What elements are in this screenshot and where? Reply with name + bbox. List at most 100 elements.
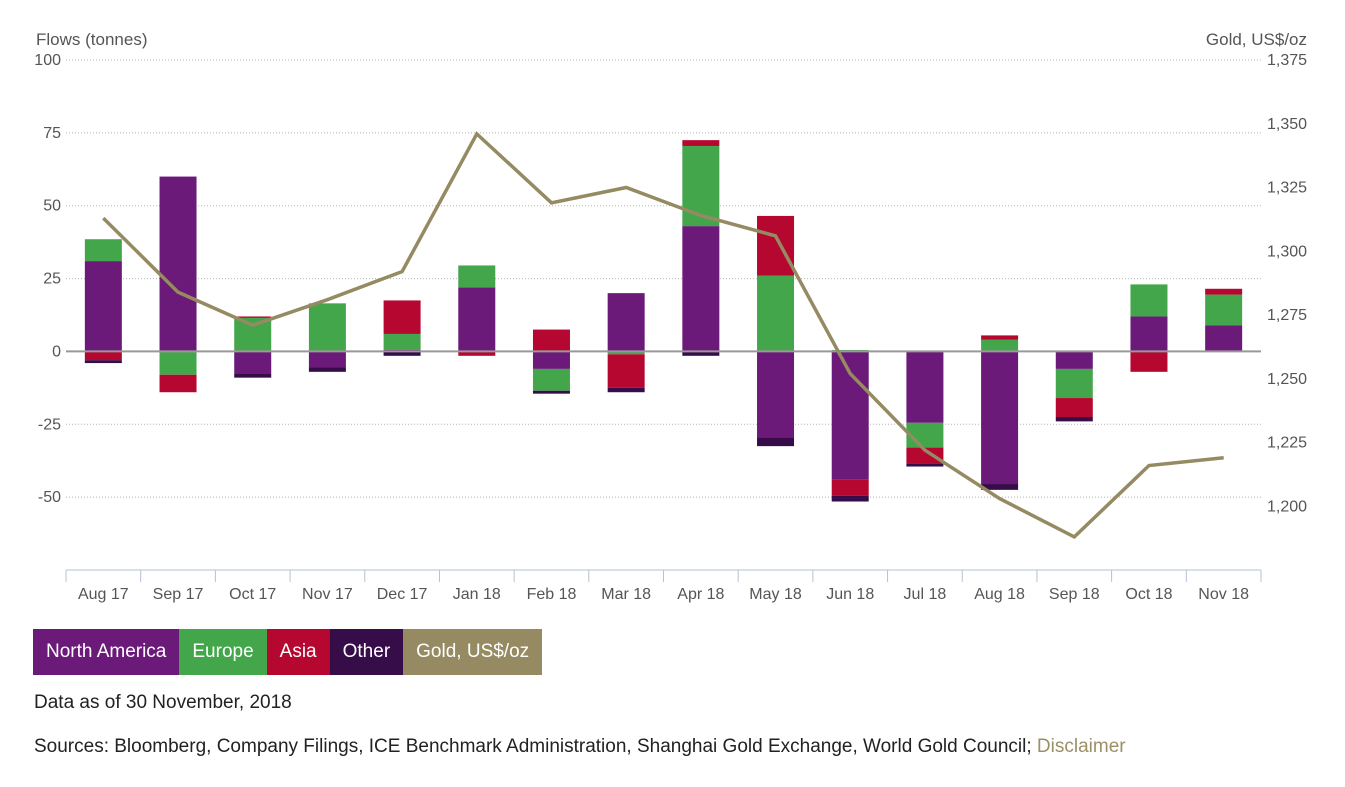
bar-north-america[interactable] bbox=[84, 261, 122, 352]
bar-north-america[interactable] bbox=[906, 351, 944, 423]
bar-asia[interactable] bbox=[383, 300, 421, 334]
y2-tick-label: 1,275 bbox=[1267, 307, 1307, 324]
x-tick-label: Oct 17 bbox=[229, 586, 276, 603]
y2-axis-title: Gold, US$/oz bbox=[1206, 30, 1307, 49]
bar-europe[interactable] bbox=[757, 275, 795, 352]
bar-north-america[interactable] bbox=[1130, 316, 1168, 352]
sources-note: Sources: Bloomberg, Company Filings, ICE… bbox=[34, 736, 1126, 758]
bar-series bbox=[84, 140, 1243, 502]
y2-tick-label: 1,200 bbox=[1267, 498, 1307, 515]
bar-north-america[interactable] bbox=[682, 226, 720, 352]
bar-north-america[interactable] bbox=[757, 351, 795, 438]
bar-europe[interactable] bbox=[84, 239, 122, 262]
bar-north-america[interactable] bbox=[1055, 351, 1093, 369]
y-axis-ticks: 100 75 50 25 0 -25 -50 bbox=[34, 52, 61, 506]
x-tick-label: Jun 18 bbox=[826, 586, 874, 603]
bar-asia[interactable] bbox=[1205, 288, 1243, 295]
bar-asia[interactable] bbox=[607, 354, 645, 388]
bar-asia[interactable] bbox=[234, 316, 272, 318]
bar-europe[interactable] bbox=[383, 333, 421, 350]
bar-other[interactable] bbox=[981, 484, 1019, 490]
legend-item-other[interactable]: Other bbox=[329, 629, 404, 675]
bar-north-america[interactable] bbox=[308, 351, 346, 368]
legend-item-gold-us-oz[interactable]: Gold, US$/oz bbox=[403, 629, 543, 675]
bar-asia[interactable] bbox=[1130, 351, 1168, 372]
y-tick-label: 50 bbox=[43, 198, 61, 215]
bar-other[interactable] bbox=[757, 437, 795, 447]
x-tick-label: Feb 18 bbox=[527, 586, 577, 603]
x-tick-label: Dec 17 bbox=[377, 586, 428, 603]
y2-axis-ticks: 1,375 1,350 1,325 1,300 1,275 1,250 1,225 1,200 bbox=[1267, 52, 1307, 515]
data-date-note: Data as of 30 November, 2018 bbox=[34, 692, 292, 713]
bar-europe[interactable] bbox=[981, 339, 1019, 352]
legend: North America Europe Asia Other Gold, US$/oz bbox=[33, 629, 543, 675]
y-axis-title: Flows (tonnes) bbox=[36, 30, 147, 49]
bar-other[interactable] bbox=[1055, 417, 1093, 422]
bar-europe[interactable] bbox=[308, 303, 346, 352]
bar-europe[interactable] bbox=[532, 368, 570, 391]
bar-asia[interactable] bbox=[458, 351, 496, 356]
y2-tick-label: 1,225 bbox=[1267, 435, 1307, 452]
y-tick-label: -25 bbox=[38, 416, 61, 433]
bar-other[interactable] bbox=[831, 495, 869, 502]
y-tick-label: -50 bbox=[38, 489, 61, 506]
bar-asia[interactable] bbox=[906, 447, 944, 464]
x-tick-label: Nov 17 bbox=[302, 586, 353, 603]
legend-item-north-america[interactable]: North America bbox=[33, 629, 180, 675]
x-tick-label: Jan 18 bbox=[453, 586, 501, 603]
flows-chart: Flows (tonnes) Gold, US$/oz 100 75 50 25 0 -2… bbox=[34, 30, 1307, 603]
bar-north-america[interactable] bbox=[1205, 325, 1243, 352]
gold-price-polyline[interactable] bbox=[102, 131, 1224, 540]
bar-asia[interactable] bbox=[159, 374, 197, 393]
bar-europe[interactable] bbox=[682, 145, 720, 227]
bar-north-america[interactable] bbox=[159, 176, 197, 352]
x-tick-label: Apr 18 bbox=[677, 586, 724, 603]
x-axis: Aug 17 Sep 17 Oct 17 Nov 17 Dec 17 Jan 18 Feb … bbox=[65, 569, 1262, 603]
bar-europe[interactable] bbox=[159, 351, 197, 375]
bar-other[interactable] bbox=[532, 390, 570, 394]
gold-price-line bbox=[102, 131, 1224, 540]
bar-north-america[interactable] bbox=[234, 351, 272, 374]
bar-asia[interactable] bbox=[1055, 398, 1093, 417]
bar-asia[interactable] bbox=[532, 329, 570, 352]
y2-tick-label: 1,350 bbox=[1267, 116, 1307, 133]
bar-europe[interactable] bbox=[1055, 368, 1093, 399]
bar-other[interactable] bbox=[607, 387, 645, 393]
bar-north-america[interactable] bbox=[458, 287, 496, 352]
bar-north-america[interactable] bbox=[981, 351, 1019, 485]
bar-asia[interactable] bbox=[682, 140, 720, 146]
x-tick-label: Aug 17 bbox=[78, 586, 129, 603]
bar-other[interactable] bbox=[906, 463, 944, 467]
legend-item-asia[interactable]: Asia bbox=[266, 629, 330, 675]
bar-north-america[interactable] bbox=[532, 351, 570, 369]
bar-asia[interactable] bbox=[981, 335, 1019, 340]
bar-asia[interactable] bbox=[84, 351, 122, 361]
legend-item-europe[interactable]: Europe bbox=[179, 629, 267, 675]
bar-other[interactable] bbox=[84, 360, 122, 364]
y-tick-label: 0 bbox=[52, 343, 61, 360]
y2-tick-label: 1,300 bbox=[1267, 243, 1307, 260]
bar-europe[interactable] bbox=[458, 265, 496, 288]
bar-other[interactable] bbox=[682, 351, 720, 356]
bar-europe[interactable] bbox=[1130, 284, 1168, 317]
disclaimer-link[interactable]: Disclaimer bbox=[1036, 736, 1126, 757]
y-tick-label: 100 bbox=[34, 52, 61, 69]
gridlines bbox=[66, 59, 1261, 498]
y2-tick-label: 1,250 bbox=[1267, 371, 1307, 388]
y2-tick-label: 1,375 bbox=[1267, 52, 1307, 69]
bar-north-america[interactable] bbox=[607, 293, 645, 352]
x-tick-label: May 18 bbox=[749, 586, 802, 603]
bar-other[interactable] bbox=[234, 373, 272, 378]
bar-asia[interactable] bbox=[831, 479, 869, 496]
x-tick-label: Oct 18 bbox=[1125, 586, 1172, 603]
x-tick-label: Mar 18 bbox=[601, 586, 651, 603]
bar-other[interactable] bbox=[383, 351, 421, 356]
y2-tick-label: 1,325 bbox=[1267, 180, 1307, 197]
bar-asia[interactable] bbox=[757, 215, 795, 276]
bar-europe[interactable] bbox=[607, 351, 645, 355]
sources-text: Sources: Bloomberg, Company Filings, ICE… bbox=[34, 736, 1037, 757]
bar-europe[interactable] bbox=[1205, 294, 1243, 326]
bar-europe[interactable] bbox=[234, 317, 272, 352]
x-tick-label: Jul 18 bbox=[904, 586, 947, 603]
bar-other[interactable] bbox=[308, 367, 346, 372]
